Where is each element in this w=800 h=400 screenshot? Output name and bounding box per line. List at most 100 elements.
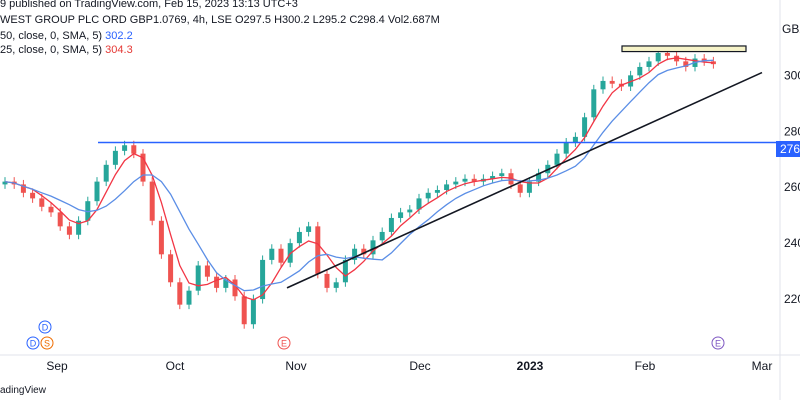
candle-body xyxy=(94,181,100,202)
candle-body xyxy=(204,265,210,277)
candle-body xyxy=(508,173,514,185)
candle-body xyxy=(582,117,588,137)
candle-body xyxy=(342,259,348,283)
candle-body xyxy=(250,299,256,325)
candle xyxy=(177,277,183,310)
candle-body xyxy=(526,181,532,193)
candle-body xyxy=(223,279,229,288)
sma25-value: 304.3 xyxy=(105,44,133,56)
candle-body xyxy=(30,192,36,199)
y-tick-label: 260 xyxy=(784,180,800,194)
candle-body xyxy=(591,89,597,118)
candle xyxy=(563,137,569,159)
candle xyxy=(306,221,312,237)
sma50-value: 302.2 xyxy=(105,30,133,42)
candle-body xyxy=(572,136,578,143)
candle-body xyxy=(499,173,505,177)
candle xyxy=(407,205,413,217)
candle-body xyxy=(517,184,523,193)
event-marker[interactable]: D xyxy=(26,336,40,350)
trendline xyxy=(286,71,763,289)
candle-body xyxy=(168,254,174,283)
candle-body xyxy=(398,212,404,218)
candle-body xyxy=(471,178,477,182)
x-tick-label: Sep xyxy=(46,359,68,373)
candle xyxy=(241,291,247,329)
candle-body xyxy=(57,212,63,227)
candle-body xyxy=(416,198,422,210)
candle xyxy=(76,216,82,240)
candle-body xyxy=(444,184,450,190)
candle xyxy=(48,202,54,217)
sma50-legend[interactable]: 50, close, 0, SMA, 5) 302.2 xyxy=(0,30,133,42)
candle xyxy=(591,84,597,122)
candle-body xyxy=(536,173,542,182)
event-marker-circle xyxy=(38,320,52,334)
candle xyxy=(572,132,578,147)
candle-body xyxy=(462,178,468,182)
tradingview-footer: adingView xyxy=(0,385,46,396)
candle xyxy=(471,174,477,187)
candle-body xyxy=(103,164,109,182)
candle-body xyxy=(177,282,183,305)
candle-body xyxy=(260,259,266,300)
event-marker[interactable]: E xyxy=(711,336,725,350)
sma-50-line xyxy=(4,59,714,292)
candle-body xyxy=(241,296,247,325)
candle xyxy=(379,227,385,245)
candle xyxy=(646,56,652,72)
candle xyxy=(434,185,440,198)
candle xyxy=(296,227,302,248)
sma-25-line xyxy=(4,57,714,301)
candle-body xyxy=(149,181,155,221)
candle-body xyxy=(600,80,606,90)
event-marker[interactable]: E xyxy=(277,336,291,350)
y-tick-label: 240 xyxy=(784,236,800,250)
candle-body xyxy=(646,61,652,67)
candle-body xyxy=(39,198,45,207)
candle-body xyxy=(122,145,128,151)
candle-body xyxy=(379,231,385,241)
candle-body xyxy=(2,181,8,185)
candle xyxy=(94,177,100,206)
candle xyxy=(20,179,26,198)
y-tick-label: 220 xyxy=(784,292,800,306)
candle xyxy=(674,51,680,66)
x-tick-label: Dec xyxy=(409,359,430,373)
candle xyxy=(637,62,643,80)
event-marker[interactable]: S xyxy=(40,336,54,350)
candle xyxy=(66,221,72,240)
resistance-box xyxy=(621,45,747,53)
candle xyxy=(490,171,496,184)
candle xyxy=(398,207,404,223)
sma25-legend[interactable]: 25, close, 0, SMA, 5) 304.3 xyxy=(0,44,133,56)
event-marker-label: D xyxy=(30,339,37,349)
candle-body xyxy=(214,276,220,288)
x-tick-label: Mar xyxy=(752,359,773,373)
symbol-info: WEST GROUP PLC ORD GBP1.0769, 4h, LSE O2… xyxy=(0,14,440,26)
candle xyxy=(600,76,606,94)
candle xyxy=(204,261,210,282)
candles xyxy=(2,48,716,329)
candle xyxy=(214,272,220,293)
candle-body xyxy=(48,206,54,213)
candle-body xyxy=(453,181,459,185)
candle-body xyxy=(490,176,496,179)
candle-body xyxy=(76,220,82,235)
candle-body xyxy=(278,248,284,263)
candle-body xyxy=(407,209,413,213)
event-marker-label: E xyxy=(715,339,721,349)
candle xyxy=(186,286,192,310)
event-marker[interactable]: D xyxy=(38,320,52,334)
candle xyxy=(278,244,284,268)
candle-body xyxy=(434,190,440,193)
candle xyxy=(30,188,36,203)
candle xyxy=(315,221,321,279)
x-tick-label: Nov xyxy=(285,359,306,373)
candle-body xyxy=(232,279,238,297)
candle-body xyxy=(701,58,707,62)
candle xyxy=(370,235,376,259)
candle-body xyxy=(370,240,376,255)
candle-body xyxy=(186,290,192,305)
